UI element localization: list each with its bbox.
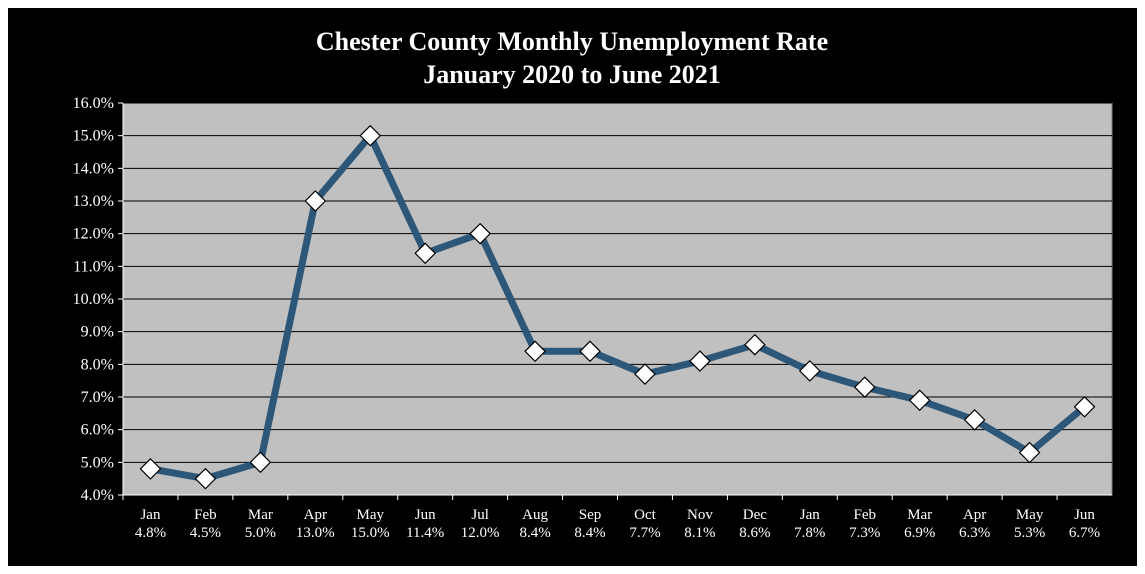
data-value-label: 13.0% [296,525,335,541]
data-value-label: 12.0% [461,525,500,541]
data-value-label: 6.7% [1069,525,1100,541]
x-tick-label: Jul [471,507,489,523]
data-point-marker [798,360,821,382]
chart-title: Chester County Monthly Unemployment Rate [316,27,828,56]
x-tick-label: Feb [854,507,877,523]
x-tick-label: Mar [248,507,273,523]
data-point-marker [1073,395,1096,418]
x-tick-label: Aug [522,507,548,523]
x-tick-label: Nov [687,507,713,523]
data-value-label: 4.5% [190,525,221,541]
chart-frame: Chester County Monthly Unemployment Rate… [8,8,1137,566]
y-tick-label: 8.0% [81,356,114,373]
x-tick-label: Feb [194,507,217,523]
unemployment-series [139,124,1096,490]
data-point-marker [1018,441,1041,464]
data-point-marker [908,389,931,412]
y-tick-label: 4.0% [81,487,114,504]
data-value-label: 8.4% [574,525,605,541]
data-value-label: 7.3% [849,525,880,541]
data-point-marker [139,458,162,480]
x-tick-label: Apr [963,507,986,523]
data-value-label: 11.4% [406,525,444,541]
data-point-marker [524,340,546,363]
data-point-marker [194,467,217,490]
y-tick-label: 10.0% [73,291,114,308]
data-value-label: 5.0% [245,525,276,541]
data-value-label: 6.9% [904,525,935,541]
y-tick-label: 15.0% [73,128,114,145]
data-point-marker [249,451,272,474]
x-tick-label: May [1016,507,1044,523]
y-tick-label: 14.0% [73,160,114,177]
x-tick-label: May [357,507,385,523]
series-line [146,132,1089,483]
data-point-marker [963,409,986,431]
data-value-label: 8.6% [739,525,770,541]
data-point-marker [744,333,766,356]
data-value-label: 8.4% [519,525,550,541]
y-tick-label: 7.0% [81,389,114,406]
x-tick-label: Oct [634,507,656,523]
data-value-label: 8.1% [684,525,715,541]
y-tick-label: 5.0% [81,454,114,471]
data-point-marker [579,340,601,363]
data-value-label: 5.3% [1014,525,1045,541]
x-tick-label: Jan [140,507,160,523]
data-value-label: 6.3% [959,525,990,541]
data-point-marker [359,124,382,147]
data-value-label: 7.7% [629,525,660,541]
data-value-label: 4.8% [135,525,166,541]
y-tick-label: 11.0% [73,258,114,275]
data-value-label: 7.8% [794,525,825,541]
y-tick-label: 16.0% [73,95,114,112]
data-point-marker [689,350,711,372]
y-tick-label: 9.0% [81,324,114,341]
chart-subtitle: January 2020 to June 2021 [423,60,721,89]
data-point-marker [469,222,491,245]
x-axis-ticks: Jan 4.8% Feb 4.5% Mar 5.0% Apr 13.0% May 15.0% Jun… [122,494,1112,541]
x-tick-label: Jun [415,507,436,523]
data-point-marker [304,190,327,212]
line-chart: Chester County Monthly Unemployment Rate… [73,27,1113,541]
data-point-marker [634,363,656,385]
data-point-marker [414,242,437,265]
x-tick-label: Apr [304,507,327,523]
x-tick-label: Jun [1074,507,1095,523]
x-tick-label: Mar [907,507,932,523]
y-tick-label: 13.0% [73,193,114,210]
y-tick-label: 6.0% [81,422,114,439]
data-value-label: 15.0% [351,525,390,541]
x-tick-label: Sep [579,507,602,523]
y-axis-ticks: 4.0% 5.0% 6.0% 7.0% 8.0% 9.0% 10.0% 11.0% 12.0% 1… [73,95,124,504]
x-tick-label: Jan [800,507,820,523]
data-point-marker [853,376,876,399]
x-tick-label: Dec [743,507,767,523]
y-tick-label: 12.0% [73,226,114,243]
